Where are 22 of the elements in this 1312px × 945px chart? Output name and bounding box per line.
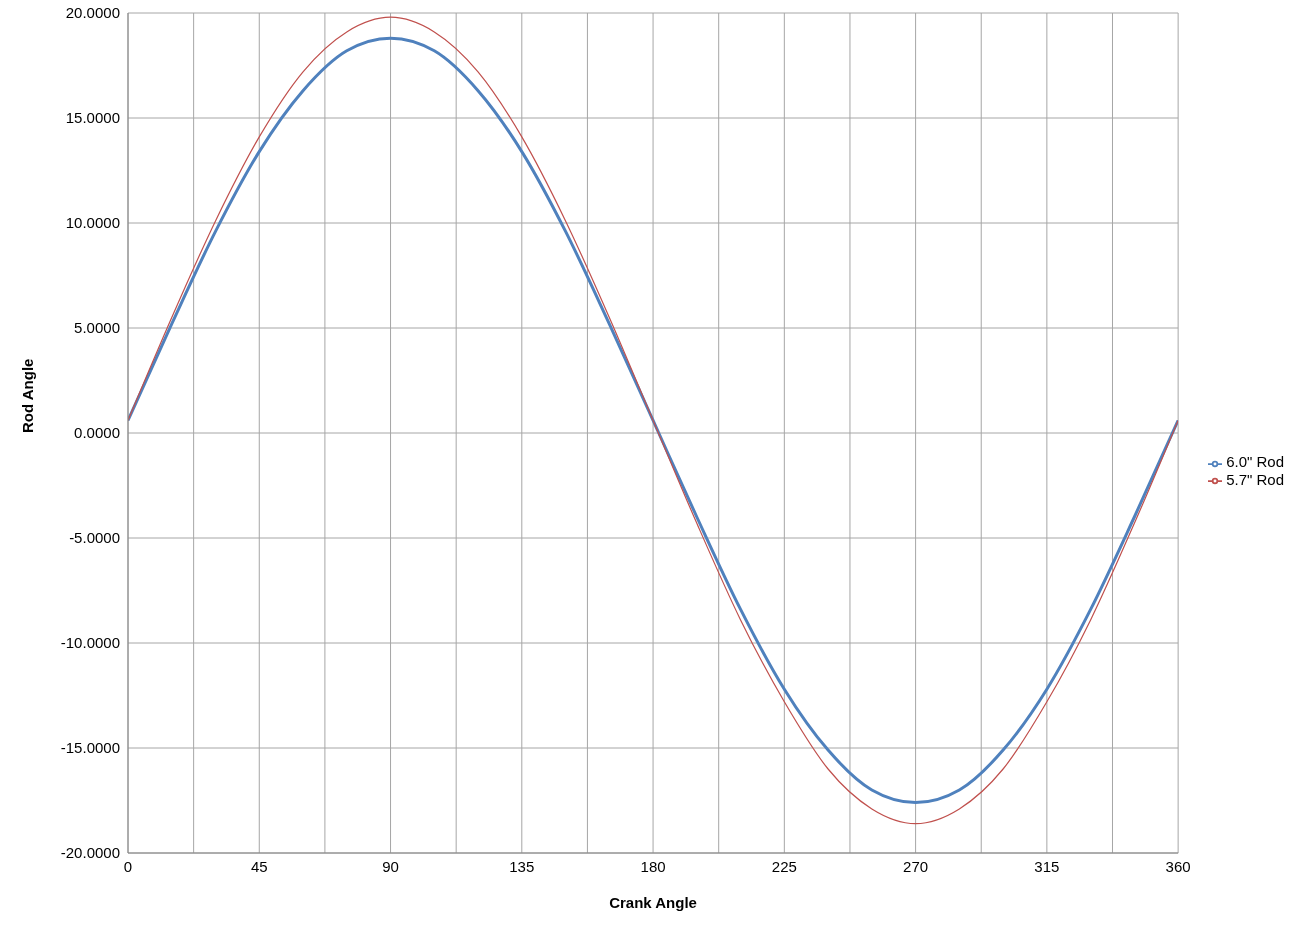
legend-label: 6.0" Rod bbox=[1226, 453, 1284, 471]
x-tick-label: 180 bbox=[640, 857, 666, 875]
x-tick-label: 135 bbox=[509, 857, 535, 875]
y-tick-label: 10.0000 bbox=[65, 214, 120, 232]
x-tick-label: 0 bbox=[123, 857, 133, 875]
y-axis-title: Rod Angle bbox=[19, 358, 37, 433]
x-tick-label: 45 bbox=[250, 857, 268, 875]
y-tick-label: 15.0000 bbox=[65, 109, 120, 127]
x-tick-label: 315 bbox=[1034, 857, 1060, 875]
y-tick-label: 0.0000 bbox=[74, 424, 120, 442]
x-tick-label: 360 bbox=[1165, 857, 1191, 875]
y-tick-label: -20.0000 bbox=[60, 844, 120, 862]
y-tick-label: -5.0000 bbox=[69, 529, 120, 547]
x-axis-title: Crank Angle bbox=[609, 894, 697, 911]
y-tick-label: 20.0000 bbox=[65, 4, 120, 22]
x-tick-label: 90 bbox=[382, 857, 399, 875]
y-tick-label: -10.0000 bbox=[60, 634, 120, 652]
y-tick-label: -15.0000 bbox=[60, 739, 120, 757]
legend-label: 5.7" Rod bbox=[1226, 470, 1284, 488]
x-tick-label: 225 bbox=[771, 857, 797, 875]
y-tick-label: 5.0000 bbox=[74, 319, 120, 337]
x-tick-label: 270 bbox=[903, 857, 929, 875]
